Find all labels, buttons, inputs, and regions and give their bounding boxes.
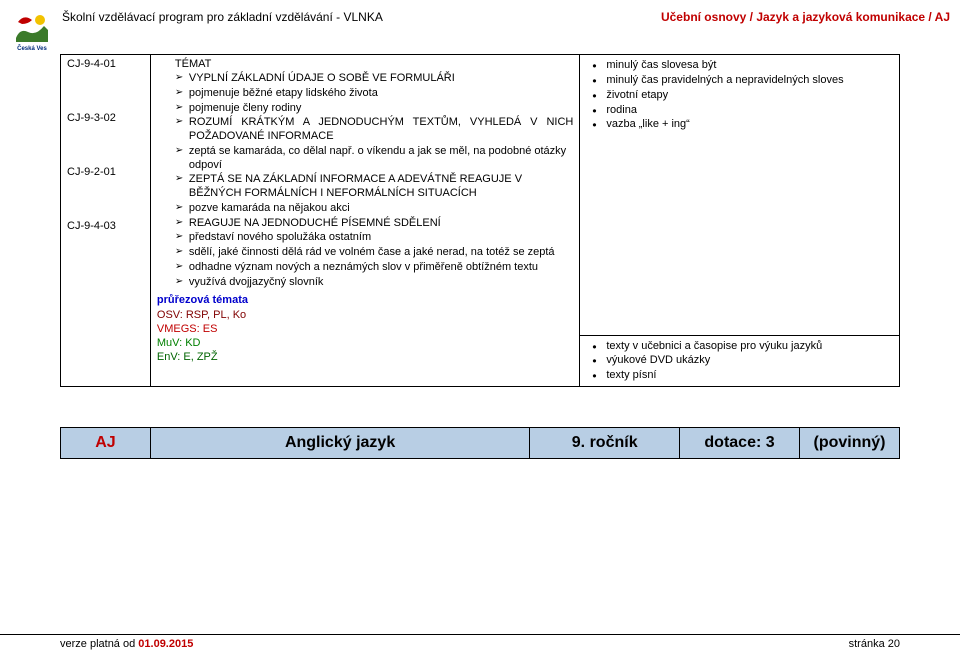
list-item: představí nového spolužáka ostatním — [175, 231, 573, 245]
code: CJ-9-4-01 — [67, 58, 144, 70]
header: Česká Ves Školní vzdělávací program pro … — [0, 0, 960, 52]
list-item: sdělí, jaké činnosti dělá rád ve volném … — [175, 246, 573, 260]
list-item: zeptá se kamaráda, co dělal např. o víke… — [175, 145, 573, 173]
code: CJ-9-2-01 — [67, 166, 144, 178]
code: CJ-9-3-02 — [67, 112, 144, 124]
subject-name: Anglický jazyk — [150, 428, 529, 459]
list-item: využívá dvojjazyčný slovník — [175, 276, 573, 290]
subject-pov: (povinný) — [799, 428, 899, 459]
outcomes-list: VYPLNÍ ZÁKLADNÍ ÚDAJE O SOBĚ VE FORMULÁŘ… — [157, 72, 573, 289]
subject-dotace: dotace: 3 — [680, 428, 800, 459]
list-item: texty v učebnici a časopise pro výuku ja… — [592, 339, 893, 354]
subject-code: AJ — [61, 428, 151, 459]
list-item: ROZUMÍ KRÁTKÝM A JEDNODUCHÝM TEXTŮM, VYH… — [175, 116, 573, 144]
temat-label: TÉMAT — [175, 58, 573, 70]
list-item: VYPLNÍ ZÁKLADNÍ ÚDAJE O SOBĚ VE FORMULÁŘ… — [175, 72, 573, 86]
list-item: REAGUJE NA JEDNODUCHÉ PÍSEMNÉ SDĚLENÍ — [175, 217, 573, 231]
list-item: pojmenuje běžné etapy lidského života — [175, 87, 573, 101]
footer: verze platná od 01.09.2015 stránka 20 — [0, 634, 960, 650]
list-item: rodina — [592, 103, 893, 118]
program-title: Školní vzdělávací program pro základní v… — [62, 10, 383, 24]
subject-row: AJ Anglický jazyk 9. ročník dotace: 3 (p… — [60, 427, 900, 459]
cross-themes: průřezová témata OSV: RSP, PL, Ko VMEGS:… — [157, 293, 573, 364]
list-item: pojmenuje členy rodiny — [175, 102, 573, 116]
code: CJ-9-4-03 — [67, 220, 144, 232]
list-item: ZEPTÁ SE NA ZÁKLADNÍ INFORMACE A ADEVÁTN… — [175, 173, 573, 201]
header-text: Školní vzdělávací program pro základní v… — [62, 8, 950, 24]
list-item: vazba „like + ing“ — [592, 117, 893, 132]
page-number: stránka 20 — [849, 638, 900, 650]
list-item: životní etapy — [592, 88, 893, 103]
list-item: pozve kamaráda na nějakou akci — [175, 202, 573, 216]
topics-cell: minulý čas slovesa být minulý čas pravid… — [580, 55, 900, 387]
version-prefix: verze platná od — [60, 638, 138, 650]
list-item: odhadne význam nových a neznámých slov v… — [175, 261, 573, 275]
vmegs-line: VMEGS: ES — [157, 322, 573, 336]
list-item: výukové DVD ukázky — [592, 353, 893, 368]
version-date: 01.09.2015 — [138, 638, 193, 650]
topics-bottom: texty v učebnici a časopise pro výuku ja… — [586, 339, 893, 384]
topics-top: minulý čas slovesa být minulý čas pravid… — [586, 58, 893, 132]
muv-line: MuV: KD — [157, 336, 573, 350]
curriculum-table: CJ-9-4-01 CJ-9-3-02 CJ-9-2-01 CJ-9-4-03 … — [60, 54, 900, 387]
school-logo: Česká Ves — [10, 8, 54, 52]
subject-grade: 9. ročník — [530, 428, 680, 459]
env-line: EnV: E, ZPŽ — [157, 350, 573, 364]
osv-line: OSV: RSP, PL, Ko — [157, 308, 573, 322]
svg-text:Česká Ves: Česká Ves — [17, 45, 47, 52]
list-item: texty písní — [592, 368, 893, 383]
section-path: Učební osnovy / Jazyk a jazyková komunik… — [661, 10, 950, 24]
version-info: verze platná od 01.09.2015 — [60, 638, 193, 650]
outcomes-cell: TÉMAT VYPLNÍ ZÁKLADNÍ ÚDAJE O SOBĚ VE FO… — [150, 55, 579, 387]
codes-cell: CJ-9-4-01 CJ-9-3-02 CJ-9-2-01 CJ-9-4-03 — [61, 55, 151, 387]
list-item: minulý čas pravidelných a nepravidelných… — [592, 73, 893, 88]
themes-label: průřezová témata — [157, 293, 573, 307]
list-item: minulý čas slovesa být — [592, 58, 893, 73]
